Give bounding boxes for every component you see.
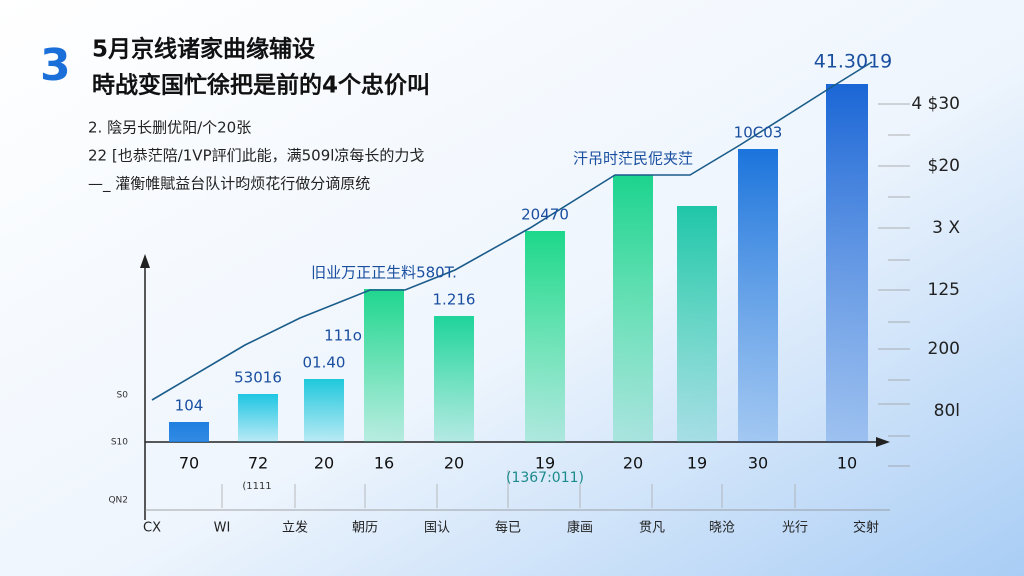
chart-subtitle: 時战变国忙徐把是前的4个忠价叫 [92,72,430,99]
data-label: 20470 [521,206,569,224]
right-label: 80l [934,401,960,421]
x-tick-label: 72 [248,454,268,473]
bar [826,84,868,442]
right-label: 125 [928,280,960,300]
x-tick-label: 19 [687,454,707,473]
bar [738,149,778,442]
data-label: 汗吊时茫民伲夹茳 [573,150,693,168]
data-label: 10C03 [734,124,783,142]
data-label: 41.3019 [814,51,893,73]
bar [677,206,717,442]
data-label: 104 [175,397,204,415]
x-label: WI [214,521,231,536]
x-tick-label: 70 [179,454,199,473]
annotation: 111o [324,327,362,345]
bar [169,422,209,442]
annotation: (1367:011) [506,470,584,486]
x-label: 交射 [853,520,879,536]
bars [169,84,868,442]
note: —_ 灌衡帷賦益台队计昀烦花行做分谪原统 [88,175,370,194]
note: 2. 陰另长删优阳/个20张 [88,119,251,137]
x-label: 每已 [495,520,521,536]
bar [613,175,653,442]
x-label: CX [143,521,161,536]
x-label: 光行 [782,521,808,536]
right-label: 3 X [932,218,960,238]
left-label: S0 [117,391,129,401]
x-tick-label: 30 [748,454,768,473]
right-label: $20 [928,156,960,176]
x-tick-label: 16 [374,454,394,473]
note: 22 [也恭茫陪/1VP評们此能，满509l凉每长的力戈 [88,147,424,165]
x-label: 康画 [567,520,593,536]
data-label: 01.40 [303,354,346,372]
x-label: 晓沧 [709,520,735,536]
x-label: 立发 [282,520,308,536]
data-label: 旧业万正正生料580T. [311,264,457,282]
right-label: 4 $30 [911,94,960,114]
data-label: 53016 [234,369,282,387]
x-tick-label: 10 [837,454,857,473]
data-label: 1.216 [433,291,476,309]
bar [364,289,404,442]
x-label: 贯凡 [639,521,665,536]
right-ticks [878,103,910,467]
annotation: (1111 [242,481,271,492]
left-label: S10 [111,438,128,448]
chart-title: 5月京线诸家曲缘辅设 [92,36,315,63]
x-tick-label: 20 [444,454,464,473]
bottom-ticks [221,470,796,508]
big-number: 3 [40,40,71,91]
x-label: 国认 [424,521,450,536]
x-tick-label: 20 [623,454,643,473]
right-label: 200 [928,339,960,359]
x-label: 朝历 [352,521,378,536]
axis-arrow [140,254,150,268]
bar [525,231,565,442]
left-label: QN2 [108,496,128,506]
x-tick-label: 19 [535,454,555,473]
x-tick-label: 20 [314,454,334,473]
bar [434,316,474,442]
axis-arrow [876,437,890,447]
bar [304,379,344,442]
trend-line [151,61,873,401]
bar [238,394,278,442]
